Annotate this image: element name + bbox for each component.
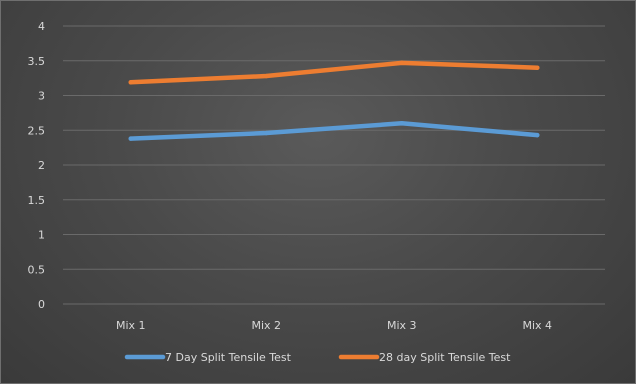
y-tick-label: 2.5 (28, 124, 46, 137)
y-axis: 0 0.5 1 1.5 2 2.5 3 3.5 4 (28, 20, 46, 311)
data-point (264, 73, 269, 79)
series-line-2 (128, 60, 540, 85)
x-axis: Mix 1 Mix 2 Mix 3 Mix 4 (116, 319, 552, 332)
data-point (535, 65, 540, 70)
x-tick-label: Mix 4 (522, 319, 552, 332)
y-tick-label: 3 (38, 90, 45, 103)
y-tick-label: 0.5 (28, 263, 46, 276)
series-line-1 (128, 121, 540, 141)
y-tick-label: 3.5 (28, 55, 46, 68)
y-tick-label: 4 (38, 20, 45, 33)
data-point (535, 132, 540, 138)
legend: 7 Day Split Tensile Test 28 day Split Ten… (124, 351, 511, 364)
y-tick-label: 2 (38, 159, 45, 172)
legend-label: 7 Day Split Tensile Test (165, 351, 292, 364)
data-point (128, 80, 133, 85)
series-lines (128, 60, 540, 141)
x-tick-label: Mix 2 (251, 319, 281, 332)
x-tick-label: Mix 1 (116, 319, 146, 332)
data-point (128, 136, 133, 141)
x-tick-label: Mix 3 (387, 319, 417, 332)
y-tick-label: 0 (38, 298, 45, 311)
y-tick-label: 1 (38, 229, 45, 242)
legend-label: 28 day Split Tensile Test (379, 351, 511, 364)
data-point (399, 60, 404, 66)
data-point (399, 121, 404, 126)
y-tick-label: 1.5 (28, 194, 46, 207)
data-point (264, 130, 269, 136)
